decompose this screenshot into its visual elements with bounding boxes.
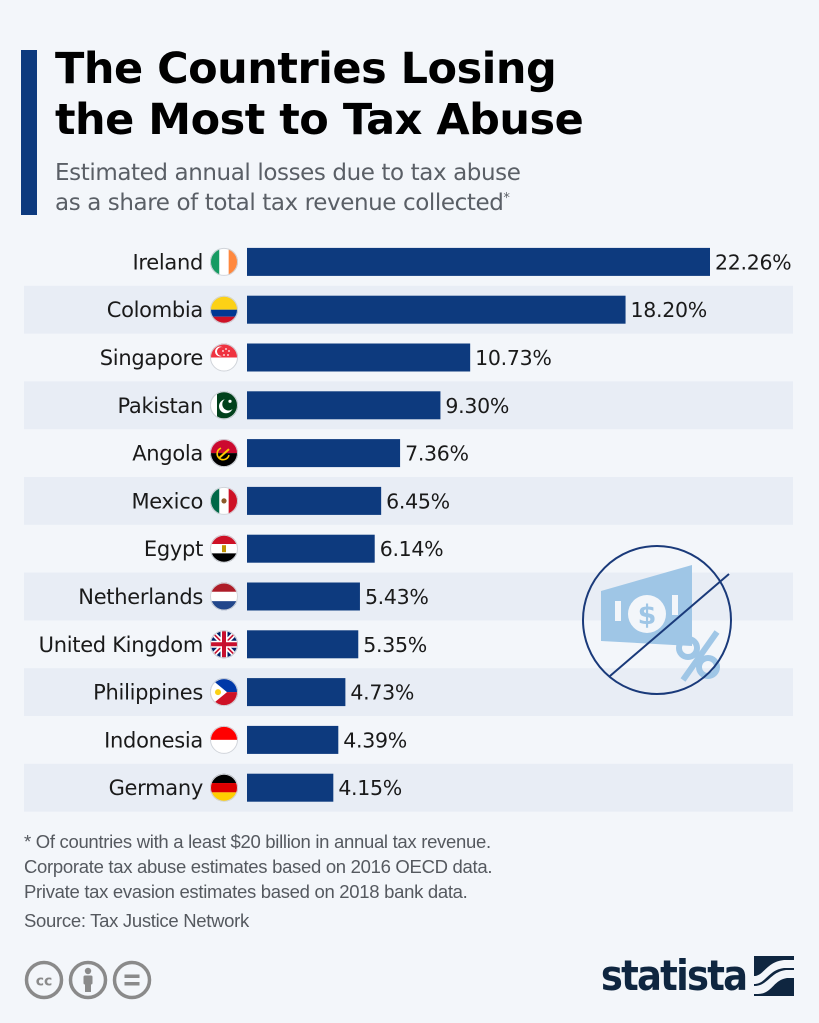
prohibition-slash xyxy=(609,573,730,677)
category-label: Germany xyxy=(109,776,203,800)
no-tax-money-icon: $ xyxy=(582,545,732,695)
bar-chart: Ireland 22.26% Colombia 18.20% Singapore 10.7… xyxy=(24,247,793,812)
category-label: Philippines xyxy=(93,681,203,705)
value-label: 5.35% xyxy=(363,633,427,657)
bar-row: Pakistan 9.30% xyxy=(24,381,793,430)
bar xyxy=(247,534,375,563)
statista-wordmark: statista xyxy=(600,951,748,1000)
value-label: 9.30% xyxy=(445,394,509,418)
chart-subtitle: Estimated annual losses due to tax abuse… xyxy=(55,158,795,218)
bar-row: Ireland 22.26% xyxy=(132,247,792,276)
attribution-icon[interactable] xyxy=(68,960,108,1000)
statista-mark-icon xyxy=(754,956,794,996)
bar-row: Angola 7.36% xyxy=(132,439,469,468)
bar-row: Colombia 18.20% xyxy=(24,285,793,334)
category-label: Singapore xyxy=(100,346,203,370)
category-label: Ireland xyxy=(132,250,203,274)
bar xyxy=(247,486,382,515)
bar xyxy=(247,343,471,372)
category-label: Mexico xyxy=(131,489,203,513)
value-label: 4.73% xyxy=(350,681,414,705)
footnote-line-2: Corporate tax abuse estimates based on 2… xyxy=(24,856,493,877)
svg-text:cc: cc xyxy=(36,974,53,990)
footnote-line-3: Private tax evasion estimates based on 2… xyxy=(24,881,468,902)
bar-row: Mexico 6.45% xyxy=(24,477,793,525)
percent-icon xyxy=(676,630,720,682)
bar xyxy=(247,439,401,468)
netherlands-flag-icon xyxy=(210,582,238,611)
category-label: Pakistan xyxy=(117,394,203,418)
bar xyxy=(247,391,441,420)
value-label: 10.73% xyxy=(475,346,551,370)
value-label: 18.20% xyxy=(631,298,707,322)
title-line-2: the Most to Tax Abuse xyxy=(55,95,584,145)
prohibition-circle xyxy=(582,545,732,695)
bar xyxy=(247,678,346,707)
value-label: 6.45% xyxy=(386,489,450,513)
value-label: 7.36% xyxy=(405,442,469,466)
bar xyxy=(247,630,359,659)
philippines-flag-icon xyxy=(210,678,238,707)
footnotes: * Of countries with a least $20 billion … xyxy=(24,829,624,933)
creative-commons-icon[interactable]: cc xyxy=(24,960,64,1000)
license-icons: cc xyxy=(24,960,152,1000)
chart-title: The Countries Losing the Most to Tax Abu… xyxy=(55,44,795,146)
bar xyxy=(247,247,710,276)
subtitle-asterisk: * xyxy=(503,191,510,206)
bar-row: Egypt 6.14% xyxy=(144,534,444,563)
dollar-sign: $ xyxy=(638,600,657,631)
germany-flag-icon xyxy=(210,773,238,802)
footnote-line-1: * Of countries with a least $20 billion … xyxy=(24,831,491,852)
value-label: 4.39% xyxy=(343,728,407,752)
bar-row: Philippines 4.73% xyxy=(24,668,793,716)
bar-row: Indonesia 4.39% xyxy=(104,725,407,754)
mexico-flag-icon xyxy=(210,486,238,515)
value-label: 5.43% xyxy=(365,585,429,609)
row-stripe xyxy=(24,477,793,525)
egypt-flag-icon xyxy=(210,534,238,563)
bar-row: Singapore 10.73% xyxy=(100,343,552,372)
bar-row: Germany 4.15% xyxy=(24,763,793,812)
value-label: 22.26% xyxy=(715,250,791,274)
category-label: Netherlands xyxy=(78,585,203,609)
value-label: 6.14% xyxy=(380,537,444,561)
value-label: 4.15% xyxy=(338,776,402,800)
bar-row: United Kingdom 5.35% xyxy=(39,630,427,659)
row-stripe xyxy=(24,668,793,716)
category-label: Angola xyxy=(132,442,203,466)
angola-flag-icon xyxy=(210,439,238,468)
subtitle-line-1: Estimated annual losses due to tax abuse xyxy=(55,160,521,186)
no-derivatives-icon[interactable] xyxy=(112,960,152,1000)
category-label: Indonesia xyxy=(104,728,203,752)
category-label: United Kingdom xyxy=(39,633,203,657)
statista-logo[interactable]: statista xyxy=(581,955,794,997)
subtitle-line-2: as a share of total tax revenue collecte… xyxy=(55,190,504,216)
indonesia-flag-icon xyxy=(210,725,238,754)
singapore-flag-icon xyxy=(210,343,238,372)
bar xyxy=(247,725,339,754)
ireland-flag-icon xyxy=(210,247,238,276)
category-label: Colombia xyxy=(107,298,203,322)
category-label: Egypt xyxy=(144,537,203,561)
title-line-1: The Countries Losing xyxy=(55,44,557,94)
colombia-flag-icon xyxy=(210,295,238,324)
bar xyxy=(247,295,626,324)
banknote-icon: $ xyxy=(601,565,692,646)
bar xyxy=(247,773,334,802)
bar xyxy=(247,582,360,611)
title-accent-bar xyxy=(21,50,37,215)
row-stripe xyxy=(24,763,793,812)
source-text: Source: Tax Justice Network xyxy=(24,910,249,931)
